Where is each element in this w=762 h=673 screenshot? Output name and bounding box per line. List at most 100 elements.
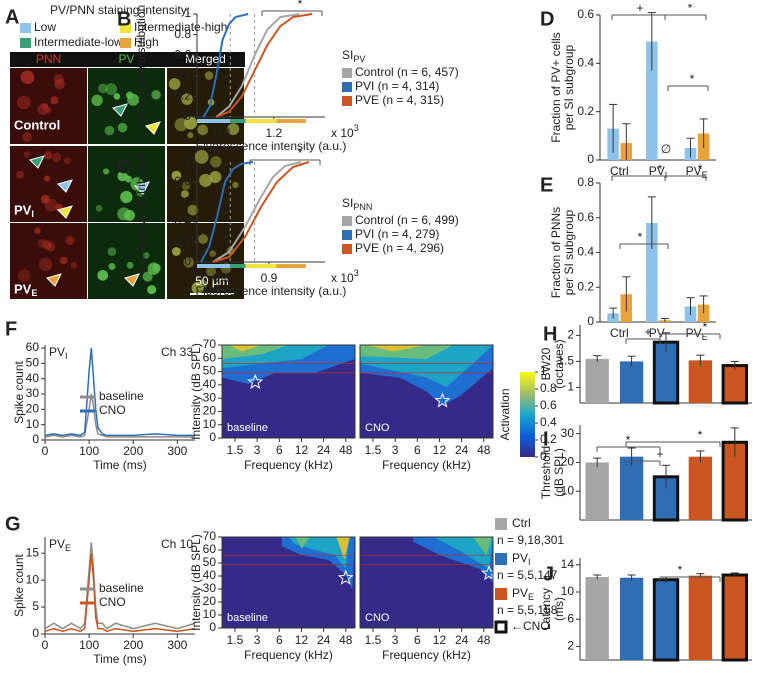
arrowhead (134, 181, 150, 195)
x-tick-label: 24 (455, 443, 469, 457)
cell (127, 93, 140, 106)
y-tick-label: 0.2 (174, 89, 191, 103)
legend-label: PVI (n = 4, 314) (355, 79, 439, 93)
x-tick-label: Ctrl (610, 326, 629, 340)
subscript: I (31, 209, 34, 219)
subscript: I (65, 351, 68, 361)
cell (20, 70, 35, 84)
bar (619, 577, 644, 660)
cell (113, 93, 121, 100)
intensity-band (197, 119, 231, 123)
arrowhead (112, 103, 128, 117)
legend-swatch (342, 68, 352, 78)
arrowhead (46, 273, 62, 287)
row-label: PVI (14, 202, 34, 219)
y-tick-label: 0.6 (174, 194, 191, 208)
series-line (200, 161, 254, 263)
cell (199, 173, 213, 187)
legend-swatch (342, 82, 352, 92)
x-tick-label: 6 (276, 633, 283, 647)
series-line (215, 13, 313, 118)
x-tick-label: Ctrl (610, 164, 629, 178)
x-axis-label: Frequency (kHz) (382, 458, 471, 472)
cell (37, 103, 49, 115)
intensity-band (197, 264, 231, 268)
y-tick-label: 40 (203, 568, 217, 582)
y-tick-label: 15 (26, 545, 40, 559)
x-tick-label: 100 (79, 444, 99, 458)
cell (39, 257, 53, 272)
cell (187, 204, 199, 216)
cell (95, 205, 103, 212)
y-tick-label: 30 (203, 581, 217, 595)
x-tick-label: 3 (392, 443, 399, 457)
channel-label: Ch 33 (161, 345, 193, 359)
bar (585, 462, 609, 520)
panel-label: G (5, 513, 21, 535)
y-tick-label: 0.8 (540, 381, 557, 395)
activation-region (295, 537, 310, 549)
bar (619, 456, 644, 520)
panel-label: J (543, 563, 554, 585)
y-tick-label: 20 (203, 594, 217, 608)
condition-label: CNO (365, 612, 390, 624)
legend-swatch (342, 216, 352, 226)
legend-n: n = 9,18,301 (497, 533, 564, 547)
y-tick-label: 10 (561, 483, 575, 497)
annotation: ∅ (661, 142, 671, 156)
legend-title: SIPV (342, 48, 365, 64)
cell (40, 194, 50, 204)
cell (232, 181, 239, 189)
y-tick-label: 1 (184, 6, 191, 20)
cell (17, 95, 31, 110)
best-frequency-star (481, 565, 497, 581)
y-axis-label: BW20 (539, 347, 553, 380)
cell (181, 190, 189, 199)
cell (50, 96, 59, 105)
panel-label: H (543, 323, 557, 345)
x-multiplier: x 103 (331, 268, 359, 285)
cell (70, 262, 78, 269)
cell (187, 132, 194, 139)
y-tick-label: 0.4 (174, 68, 191, 82)
legend-label: Ctrl (512, 516, 531, 530)
bar (688, 360, 713, 403)
x-tick-label: PVE (686, 164, 708, 180)
best-frequency-star (247, 373, 264, 389)
arrowhead (57, 205, 73, 219)
cell (44, 175, 51, 182)
y-tick-label: 10 (26, 417, 40, 431)
legend-swatch (495, 518, 507, 530)
x-axis-label: Fluorescence intensity (a.u.) (196, 284, 347, 298)
cell (204, 71, 214, 80)
legend-swatch (20, 38, 31, 48)
bar (688, 575, 713, 660)
cell (117, 122, 128, 133)
y-tick-label: 0.4 (577, 245, 594, 259)
x-axis-label: Frequency (kHz) (382, 648, 471, 662)
y-tick-label: 40 (26, 371, 40, 385)
annotation: * (658, 162, 663, 176)
cell (151, 90, 161, 100)
legend-label: PVE (512, 586, 534, 602)
cell (65, 236, 75, 245)
annotation: * (688, 1, 693, 15)
series-line (212, 161, 310, 263)
cell (209, 171, 222, 184)
subscript: PV (353, 54, 365, 64)
x-tick-label: 0.4 (214, 126, 231, 140)
x-tick-label: 48 (339, 443, 353, 457)
x-axis-label: Fluorescence intensity (a.u.) (196, 139, 347, 153)
x-tick-label: 1.2 (265, 126, 282, 140)
x-tick-label: 24 (317, 633, 331, 647)
intensity-band (276, 264, 306, 268)
cell (126, 261, 134, 269)
best-frequency-star (434, 392, 451, 408)
cell (181, 93, 193, 105)
annotation: * (678, 563, 683, 577)
y-tick-label: 0.4 (540, 415, 557, 429)
bar (585, 577, 609, 660)
legend-label: CNO (99, 403, 126, 417)
legend-label: baseline (99, 581, 144, 595)
x-tick-label: 100 (79, 638, 99, 652)
